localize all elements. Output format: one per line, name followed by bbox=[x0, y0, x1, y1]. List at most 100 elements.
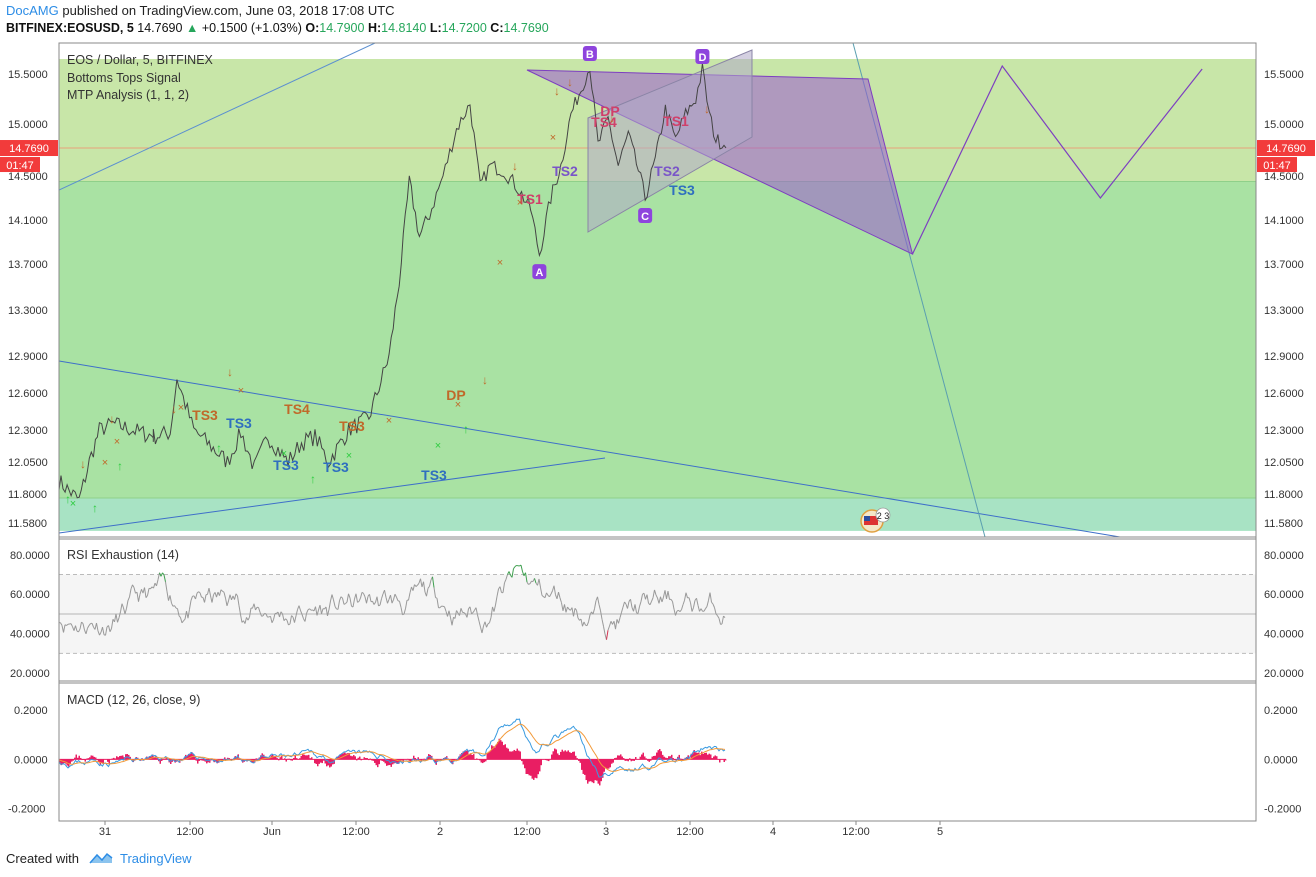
macd-histogram-bar bbox=[152, 754, 154, 760]
y-tick-right: 12.6000 bbox=[1264, 388, 1304, 400]
rsi-segment bbox=[390, 594, 393, 604]
price-line bbox=[59, 63, 727, 499]
tradingview-logo-icon[interactable] bbox=[89, 852, 113, 867]
up-arrow-icon: ↑ bbox=[117, 459, 123, 473]
rsi-segment bbox=[696, 598, 699, 606]
macd-histogram-bar bbox=[204, 759, 206, 762]
macd-histogram-bar bbox=[72, 759, 74, 761]
y-tick-right: 12.3000 bbox=[1264, 425, 1304, 437]
rsi-segment bbox=[129, 588, 132, 598]
rsi-segment bbox=[262, 613, 265, 617]
rsi-segment bbox=[295, 609, 298, 617]
macd-histogram-bar bbox=[117, 757, 119, 760]
rsi-pane[interactable] bbox=[59, 539, 1256, 681]
signal-label: TS1 bbox=[663, 113, 689, 129]
macd-histogram-bar bbox=[326, 759, 328, 767]
macd-histogram-bar bbox=[587, 759, 589, 784]
up-arrow-icon: ↑ bbox=[310, 472, 316, 486]
rsi-segment bbox=[171, 602, 174, 607]
rsi-segment bbox=[291, 615, 294, 618]
rsi-segment bbox=[147, 588, 150, 596]
rsi-segment bbox=[522, 571, 525, 576]
rsi-segment bbox=[711, 601, 714, 605]
rsi-segment bbox=[366, 596, 369, 604]
macd-histogram-bar bbox=[489, 750, 491, 760]
macd-histogram-bar bbox=[512, 751, 514, 760]
rsi-segment bbox=[327, 609, 330, 617]
rsi-segment bbox=[78, 628, 81, 633]
signal-x-icon: × bbox=[281, 448, 287, 460]
rsi-segment bbox=[348, 593, 351, 599]
y-tick-left: 15.0000 bbox=[8, 119, 48, 131]
rsi-segment bbox=[489, 617, 492, 623]
rsi-segment bbox=[435, 597, 438, 599]
x-tick-label: 5 bbox=[937, 826, 943, 838]
low-label: L: bbox=[429, 21, 442, 35]
x-tick-label: 12:00 bbox=[176, 826, 204, 838]
rsi-segment bbox=[330, 594, 333, 602]
rsi-segment bbox=[685, 592, 688, 599]
rsi-segment bbox=[682, 600, 685, 605]
rsi-segment bbox=[717, 615, 720, 619]
macd-histogram-bar bbox=[461, 752, 463, 760]
macd-histogram-bar bbox=[365, 757, 367, 760]
macd-histogram-bar bbox=[671, 754, 673, 760]
macd-histogram-bar bbox=[608, 759, 610, 769]
down-arrow-icon: ↓ bbox=[512, 159, 518, 173]
y-tick-left: 11.8000 bbox=[8, 489, 47, 501]
macd-histogram-bar bbox=[575, 755, 577, 760]
macd-histogram-bar bbox=[618, 755, 620, 760]
macd-histogram-bar bbox=[293, 757, 295, 760]
rsi-segment bbox=[622, 601, 625, 608]
rsi-segment bbox=[403, 608, 406, 615]
y-tick-left: 12.6000 bbox=[8, 388, 48, 400]
rsi-segment bbox=[417, 582, 420, 586]
rsi-segment bbox=[391, 599, 394, 604]
rsi-segment bbox=[456, 610, 459, 614]
macd-histogram-bar bbox=[692, 753, 694, 760]
rsi-segment bbox=[169, 595, 172, 604]
macd-histogram-bar bbox=[518, 750, 520, 760]
y-tick-right: 14.1000 bbox=[1264, 215, 1304, 227]
macd-histogram-bar bbox=[590, 759, 592, 782]
macd-histogram-bar bbox=[374, 759, 376, 763]
macd-histogram-bar bbox=[639, 756, 641, 760]
rsi-segment bbox=[247, 616, 250, 621]
macd-pane[interactable] bbox=[59, 683, 1256, 821]
macd-histogram-bar bbox=[390, 759, 392, 767]
rsi-segment bbox=[228, 594, 231, 601]
macd-histogram-bar bbox=[554, 748, 556, 760]
macd-histogram-bar bbox=[525, 759, 527, 774]
rsi-segment bbox=[96, 622, 99, 632]
rsi-segment bbox=[607, 625, 610, 631]
rsi-segment bbox=[357, 601, 360, 603]
rsi-segment bbox=[408, 592, 411, 601]
down-arrow-icon: ↓ bbox=[609, 111, 615, 125]
rsi-segment bbox=[87, 625, 90, 629]
price-tag-left-countdown-bg bbox=[0, 157, 40, 173]
legend-indicator-1: Bottoms Tops Signal bbox=[67, 71, 181, 85]
macd-histogram-bar bbox=[711, 758, 713, 760]
tradingview-link[interactable]: TradingView bbox=[120, 851, 192, 866]
macd-histogram-bar bbox=[141, 758, 143, 760]
rsi-segment bbox=[211, 594, 214, 603]
rsi-segment bbox=[460, 608, 463, 613]
signal-label: TS1 bbox=[517, 191, 543, 207]
macd-histogram-bar bbox=[669, 756, 671, 760]
macd-histogram-bar bbox=[459, 754, 461, 760]
rsi-segment bbox=[592, 608, 595, 615]
macd-histogram-bar bbox=[227, 757, 229, 760]
macd-histogram-bar bbox=[189, 753, 191, 760]
author-link[interactable]: DocAMG bbox=[6, 3, 59, 18]
macd-histogram-bar bbox=[584, 759, 586, 775]
rsi-segment bbox=[265, 613, 268, 618]
rsi-segment bbox=[144, 587, 147, 598]
rsi-segment bbox=[126, 600, 129, 609]
macd-histogram-bar bbox=[191, 752, 193, 760]
rsi-segment bbox=[394, 593, 397, 598]
macd-histogram-bar bbox=[453, 759, 455, 761]
macd-histogram-bar bbox=[492, 746, 494, 760]
macd-histogram-bar bbox=[701, 751, 703, 760]
